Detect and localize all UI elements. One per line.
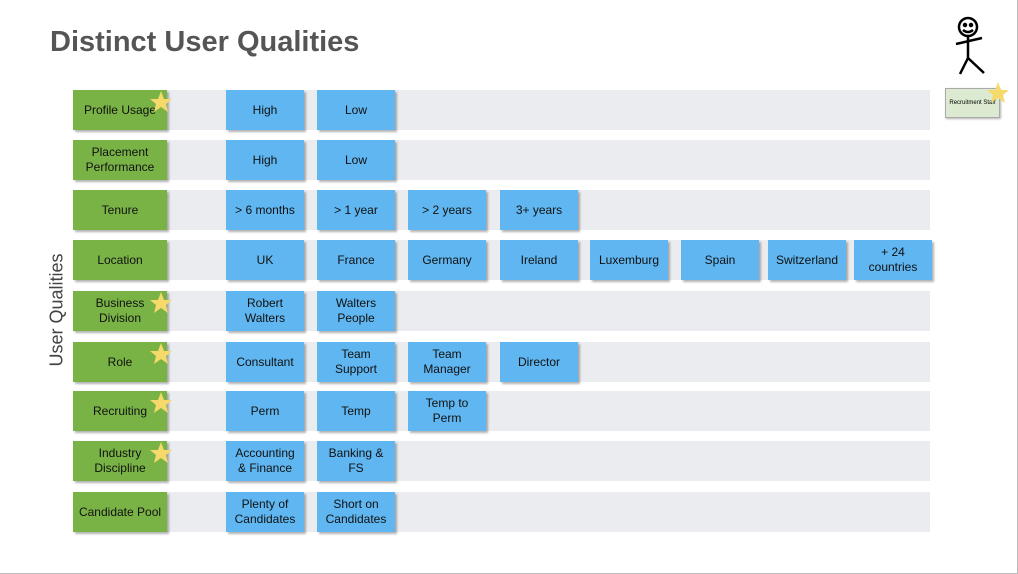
quality-item: Germany	[408, 240, 486, 280]
quality-item: Low	[317, 90, 395, 130]
quality-item: + 24 countries	[854, 240, 932, 280]
row-label: Placement Performance	[73, 140, 167, 180]
quality-item: Luxemburg	[590, 240, 668, 280]
quality-item: UK	[226, 240, 304, 280]
quality-item: Short on Candidates	[317, 492, 395, 532]
quality-item: Switzerland	[768, 240, 846, 280]
quality-item: > 1 year	[317, 190, 395, 230]
row-label: Industry Discipline	[73, 441, 167, 481]
row-background	[73, 441, 930, 481]
quality-item: Ireland	[500, 240, 578, 280]
row-background	[73, 90, 930, 130]
row-background	[73, 492, 930, 532]
quality-item: > 2 years	[408, 190, 486, 230]
quality-item: Temp	[317, 391, 395, 431]
quality-item: > 6 months	[226, 190, 304, 230]
quality-item: High	[226, 140, 304, 180]
stars	[150, 82, 1009, 463]
quality-item: Perm	[226, 391, 304, 431]
quality-item: 3+ years	[500, 190, 578, 230]
quality-item: High	[226, 90, 304, 130]
row-label: Candidate Pool	[73, 492, 167, 532]
quality-item: Low	[317, 140, 395, 180]
quality-item: Robert Walters	[226, 291, 304, 331]
quality-item: Team Support	[317, 342, 395, 382]
quality-item: Accounting & Finance	[226, 441, 304, 481]
title: Distinct User Qualities	[50, 26, 360, 58]
quality-item: Team Manager	[408, 342, 486, 382]
row-background	[73, 140, 930, 180]
row-label: Location	[73, 240, 167, 280]
row-label: Tenure	[73, 190, 167, 230]
row-background	[73, 391, 930, 431]
quality-item: Banking & FS	[317, 441, 395, 481]
quality-item: Spain	[681, 240, 759, 280]
quality-item: Consultant	[226, 342, 304, 382]
quality-item: France	[317, 240, 395, 280]
row-label: Role	[73, 342, 167, 382]
row-label: Business Division	[73, 291, 167, 331]
row-label: Profile Usage	[73, 90, 167, 130]
stick-figure	[955, 16, 985, 75]
row-label: Recruiting	[73, 391, 167, 431]
row-background	[73, 291, 930, 331]
quality-item: Walters People	[317, 291, 395, 331]
quality-item: Temp to Perm	[408, 391, 486, 431]
quality-item: Director	[500, 342, 578, 382]
quality-item: Plenty of Candidates	[226, 492, 304, 532]
